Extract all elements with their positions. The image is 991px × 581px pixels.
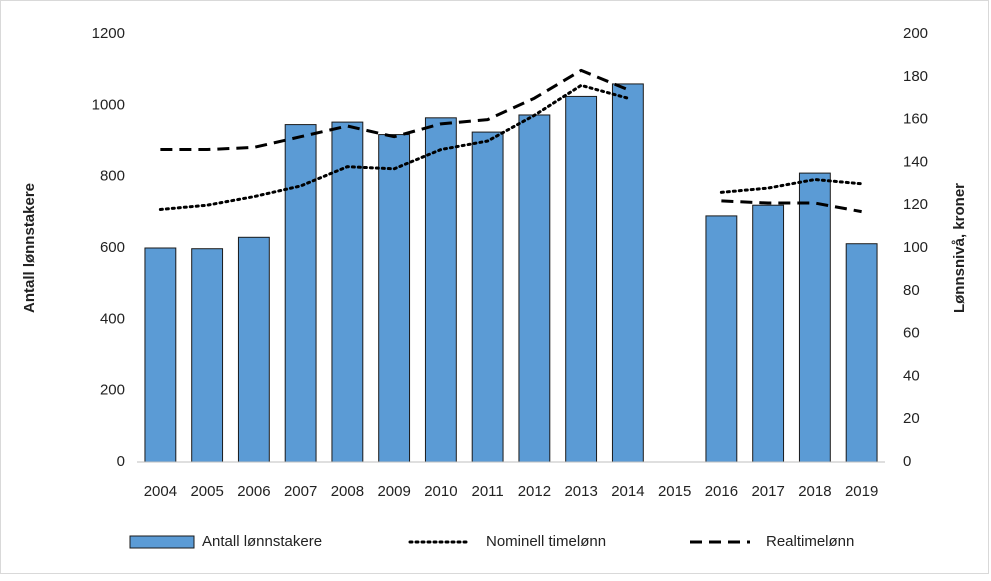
x-tick-label: 2010: [424, 483, 457, 500]
bar: [845, 243, 878, 463]
x-tick-label: 2011: [471, 483, 503, 500]
bar: [424, 117, 457, 463]
y-tick-label: 1000: [92, 96, 125, 113]
line: [160, 68, 862, 214]
y2-tick-label: 100: [903, 239, 928, 256]
bar: [471, 131, 504, 463]
y2-tick-label: 80: [903, 282, 920, 299]
y-axis-title: Antall lønnstakere: [21, 183, 38, 313]
bar: [798, 172, 831, 463]
x-tick-label: 2006: [237, 483, 270, 500]
x-tick-label: 2009: [377, 483, 410, 500]
bar: [237, 236, 270, 463]
bar: [752, 204, 785, 463]
bar: [284, 124, 317, 463]
x-tick-label: 2019: [845, 483, 878, 500]
x-tick-label: 2016: [705, 483, 738, 500]
x-tick-label: 2004: [144, 483, 177, 500]
y2-tick-label: 180: [903, 68, 928, 85]
bar: [565, 95, 598, 463]
x-tick-label: 2014: [611, 483, 644, 500]
y2-tick-label: 200: [903, 25, 928, 42]
x-tick-label: 2013: [564, 483, 597, 500]
bar: [144, 247, 177, 463]
x-tick-label: 2017: [751, 483, 784, 500]
legend-label: Antall lønnstakere: [202, 533, 322, 550]
y2-tick-label: 40: [903, 367, 920, 384]
x-tick-label: 2012: [518, 483, 551, 500]
y2-tick-label: 140: [903, 153, 928, 170]
y2-tick-label: 120: [903, 196, 928, 213]
x-tick-label: 2005: [190, 483, 223, 500]
line: [158, 83, 864, 211]
y2-tick-label: 160: [903, 111, 928, 128]
y2-axis-title: Lønnsnivå, kroner: [951, 183, 968, 313]
y-tick-label: 600: [100, 239, 125, 256]
bar: [191, 248, 224, 463]
y-tick-label: 0: [117, 453, 125, 470]
bar: [705, 215, 738, 463]
y2-tick-label: 20: [903, 410, 920, 427]
x-tick-label: 2008: [331, 483, 364, 500]
legend-label: Realtimelønn: [766, 533, 854, 550]
y-tick-label: 800: [100, 168, 125, 185]
x-tick-label: 2007: [284, 483, 317, 500]
bar: [611, 83, 644, 463]
legend-label: Nominell timelønn: [486, 533, 606, 550]
y-tick-label: 1200: [92, 25, 125, 42]
y2-tick-label: 60: [903, 325, 920, 342]
y2-tick-label: 0: [903, 453, 911, 470]
y-tick-label: 400: [100, 310, 125, 327]
bar: [378, 134, 411, 463]
bar: [331, 121, 364, 463]
legend-swatch: [129, 535, 195, 549]
x-tick-label: 2018: [798, 483, 831, 500]
x-tick-label: 2015: [658, 483, 691, 500]
y-tick-label: 200: [100, 382, 125, 399]
bar: [518, 114, 551, 463]
